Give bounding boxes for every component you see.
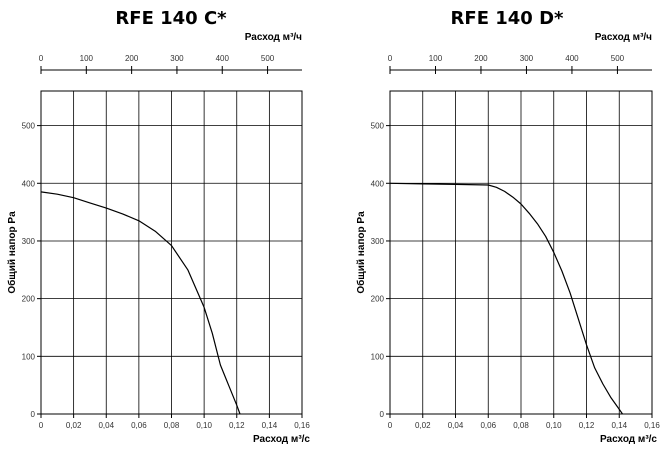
top-axis-tick-label: 300 [520, 54, 534, 63]
x-axis-title: Расход м³/с [600, 434, 657, 445]
x-tick-label: 0,08 [513, 421, 529, 430]
chart-title: RFE 140 C* [115, 8, 227, 29]
y-tick-label: 500 [371, 122, 385, 131]
x-tick-label: 0,16 [644, 421, 660, 430]
plot-frame [389, 90, 653, 415]
top-axis-tick-label: 100 [80, 54, 94, 63]
y-tick-label: 400 [371, 179, 385, 188]
top-axis-tick-label: 300 [170, 54, 184, 63]
y-tick-label: 300 [22, 237, 36, 246]
top-axis-tick-label: 0 [39, 54, 44, 63]
x-tick-label: 0,04 [448, 421, 464, 430]
x-tick-label: 0,04 [98, 421, 114, 430]
top-axis-tick-label: 200 [474, 54, 488, 63]
top-axis-tick-label: 200 [125, 54, 139, 63]
top-axis-title: Расход м³/ч [245, 32, 302, 43]
x-tick-label: 0 [39, 421, 44, 430]
x-tick-label: 0,16 [294, 421, 310, 430]
y-tick-label: 0 [380, 410, 385, 419]
top-axis-tick-label: 100 [429, 54, 443, 63]
x-tick-label: 0,06 [131, 421, 147, 430]
x-tick-label: 0,14 [611, 421, 627, 430]
chart-title: RFE 140 D* [451, 8, 565, 29]
y-tick-label: 300 [371, 237, 385, 246]
top-axis-tick-label: 500 [261, 54, 275, 63]
x-tick-label: 0,02 [415, 421, 431, 430]
y-tick-label: 100 [22, 352, 36, 361]
performance-curve [389, 182, 623, 415]
plot-frame [40, 90, 303, 415]
x-axis-title: Расход м³/с [253, 434, 310, 445]
y-axis-title: Общий напор Pa [355, 211, 367, 294]
y-axis-title: Общий напор Pa [6, 211, 18, 294]
x-tick-label: 0,14 [262, 421, 278, 430]
x-tick-label: 0,08 [164, 421, 180, 430]
top-axis-tick-label: 400 [216, 54, 230, 63]
top-axis-tick-label: 400 [565, 54, 579, 63]
y-tick-label: 200 [371, 295, 385, 304]
x-tick-label: 0,12 [229, 421, 245, 430]
x-tick-label: 0,06 [480, 421, 496, 430]
y-tick-label: 200 [22, 295, 36, 304]
performance-curve [40, 191, 241, 415]
x-tick-label: 0 [388, 421, 393, 430]
x-tick-label: 0,10 [196, 421, 212, 430]
y-tick-label: 500 [22, 122, 36, 131]
y-tick-label: 100 [371, 352, 385, 361]
x-tick-label: 0,10 [546, 421, 562, 430]
x-tick-label: 0,12 [579, 421, 595, 430]
top-axis-title: Расход м³/ч [595, 32, 652, 43]
y-tick-label: 0 [31, 410, 36, 419]
y-tick-label: 400 [22, 179, 36, 188]
top-axis-tick-label: 0 [388, 54, 393, 63]
top-axis-tick-label: 500 [611, 54, 625, 63]
x-tick-label: 0,02 [66, 421, 82, 430]
